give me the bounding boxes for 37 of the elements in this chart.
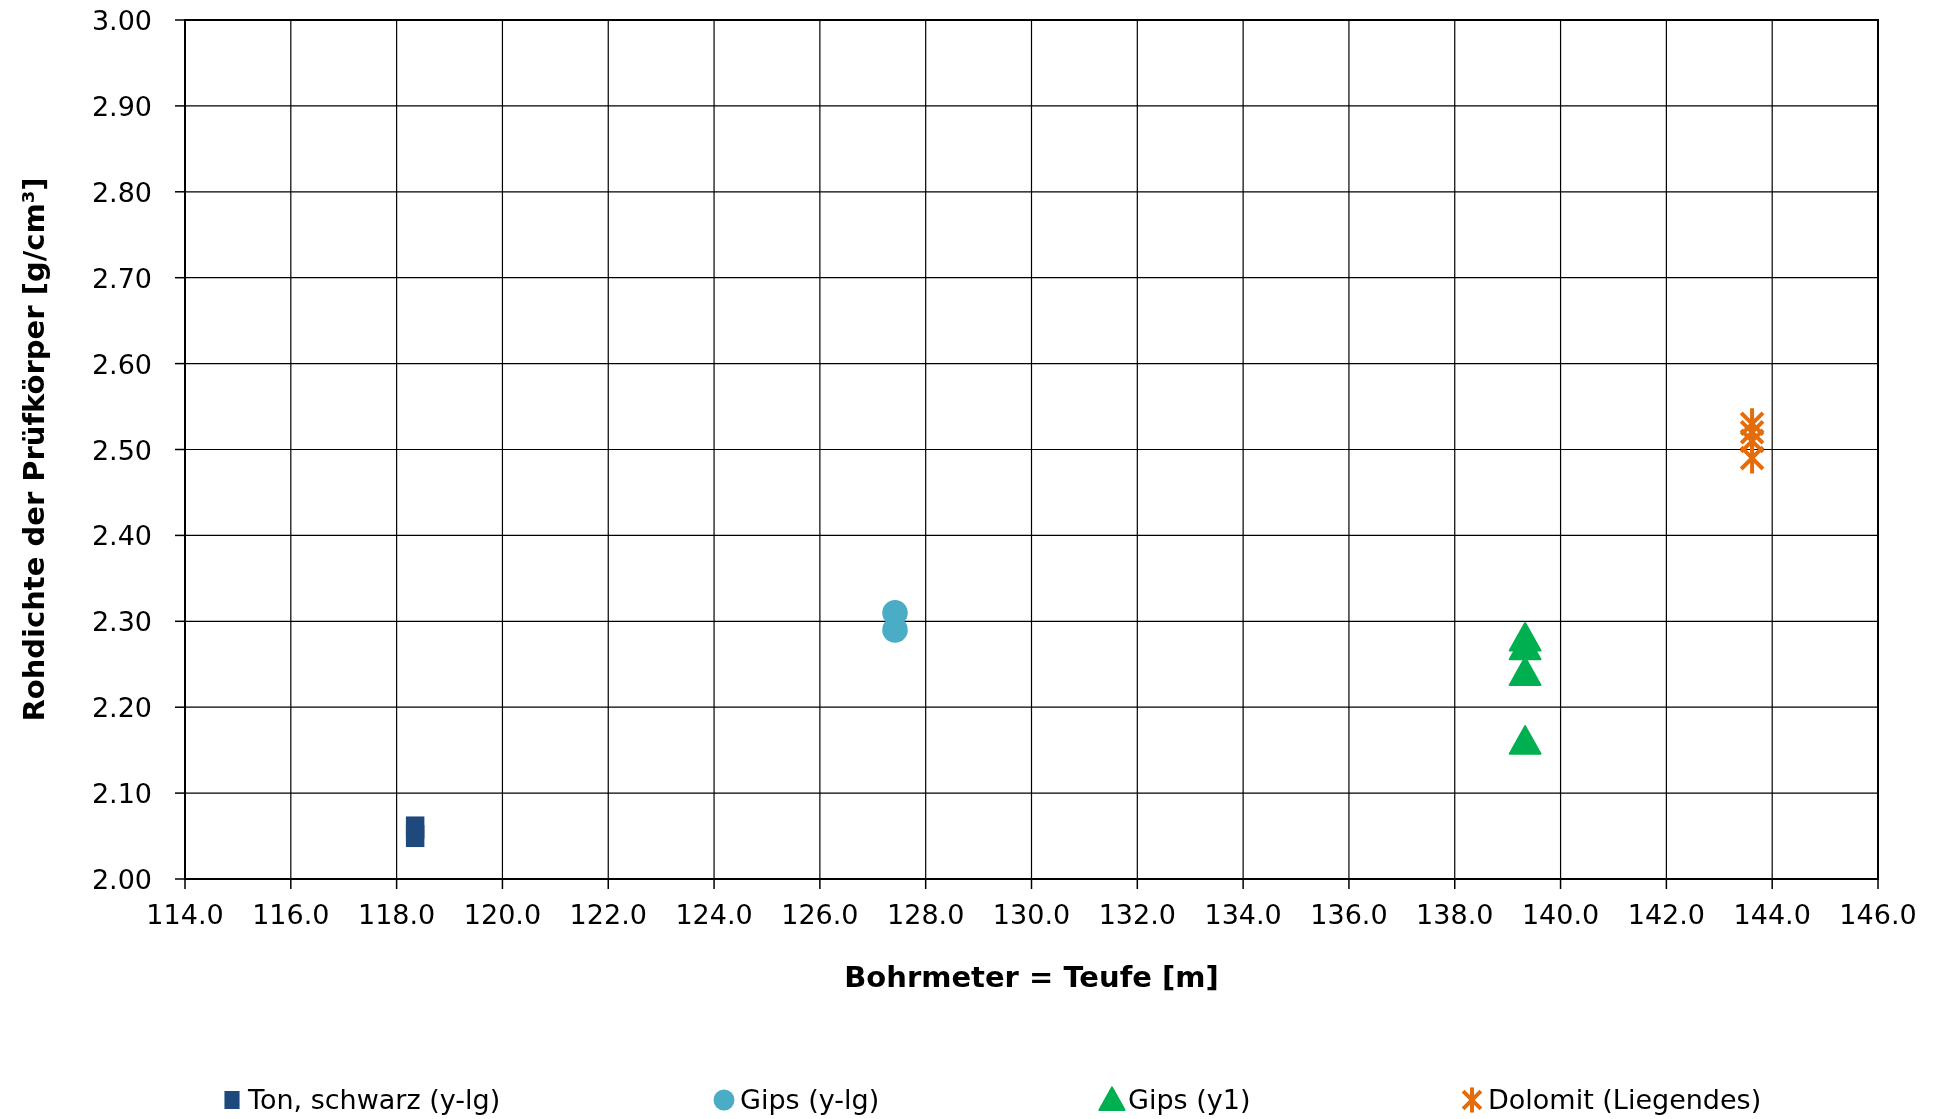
x-tick-label: 146.0 — [1839, 899, 1917, 930]
y-tick-label: 2.50 — [91, 434, 152, 466]
x-tick-label: 116.0 — [252, 899, 330, 930]
y-tick-label: 2.20 — [91, 692, 152, 724]
y-tick-label: 2.80 — [91, 176, 152, 208]
x-tick-label: 132.0 — [1098, 899, 1176, 930]
x-axis-title: Bohrmeter = Teufe [m] — [844, 960, 1219, 994]
x-tick-label: 142.0 — [1627, 899, 1706, 930]
y-tick-label: 2.70 — [91, 262, 152, 294]
x-tick-label: 128.0 — [887, 899, 965, 930]
y-tick-label: 3.00 — [91, 5, 152, 36]
x-tick-label: 120.0 — [463, 899, 542, 930]
y-tick-label: 2.30 — [91, 606, 152, 638]
y-tick-label: 2.10 — [91, 778, 152, 810]
x-tick-label: 140.0 — [1521, 899, 1600, 930]
y-tick-label: 2.60 — [91, 348, 152, 380]
y-tick-label: 2.00 — [91, 864, 152, 895]
x-tick-label: 126.0 — [781, 899, 859, 930]
x-tick-label: 114.0 — [146, 899, 224, 930]
y-tick-label: 2.90 — [91, 90, 152, 122]
x-tick-label: 124.0 — [675, 899, 753, 930]
legend-label: Gips (y1) — [1128, 1084, 1251, 1115]
x-tick-label: 138.0 — [1416, 899, 1494, 930]
x-tick-label: 118.0 — [357, 899, 436, 930]
point — [1508, 725, 1542, 755]
legend-label: Dolomit (Liegendes) — [1488, 1084, 1762, 1115]
x-tick-label: 130.0 — [992, 899, 1071, 930]
point — [405, 825, 425, 848]
x-tick-label: 134.0 — [1204, 899, 1282, 930]
x-tick-label: 136.0 — [1310, 899, 1388, 930]
x-tick-label: 122.0 — [569, 899, 647, 930]
x-tick-label: 144.0 — [1733, 899, 1811, 930]
y-tick-label: 2.40 — [91, 520, 152, 552]
legend-label: Ton, schwarz (y-lg) — [247, 1084, 501, 1115]
y-axis-title: Rohdichte der Prüfkörper [g/cm³] — [17, 177, 51, 722]
point — [1739, 442, 1765, 474]
legend-label: Gips (y-lg) — [740, 1084, 880, 1115]
